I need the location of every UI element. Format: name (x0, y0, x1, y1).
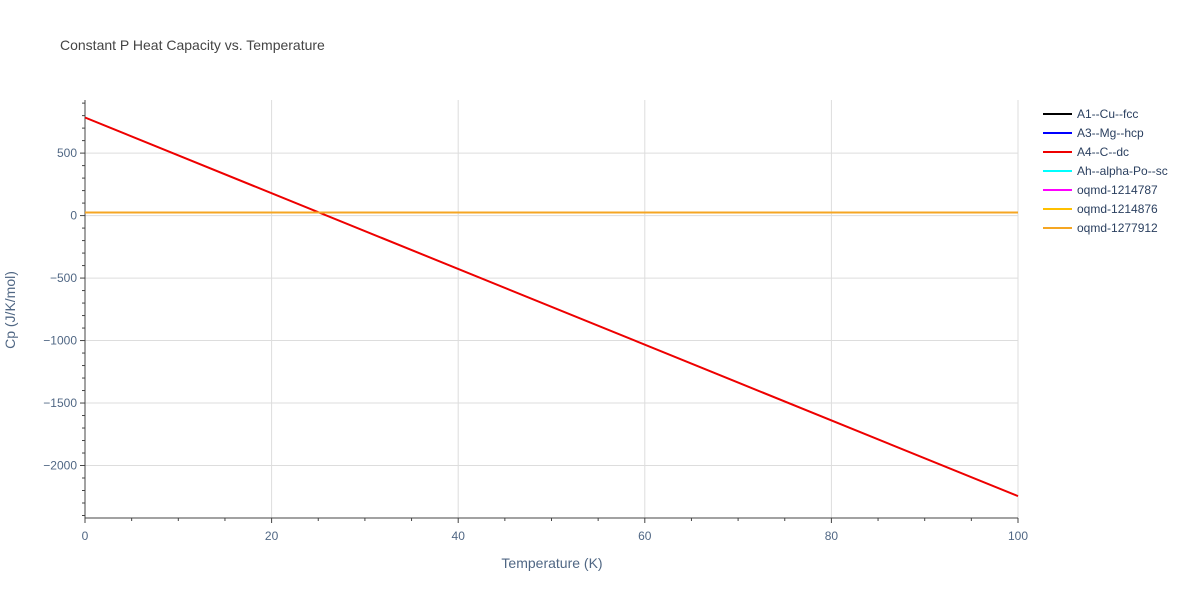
y-tick-label: −500 (50, 271, 77, 285)
legend-label: oqmd-1214876 (1077, 202, 1158, 216)
legend-label: A1--Cu--fcc (1077, 107, 1138, 121)
x-tick-label: 100 (1008, 529, 1028, 543)
legend-label: Ah--alpha-Po--sc (1077, 164, 1168, 178)
legend[interactable]: A1--Cu--fcc A3--Mg--hcp A4--C--dc Ah--alpha… (1043, 107, 1168, 235)
y-axis-title: Cp (J/K/mol) (2, 271, 18, 349)
y-tick-label: −2000 (43, 459, 77, 473)
x-tick-label: 60 (638, 529, 652, 543)
x-tick-label: 80 (825, 529, 839, 543)
series-layer (84, 116, 1019, 498)
y-tick-label: 0 (70, 209, 77, 223)
legend-item[interactable]: oqmd-1277912 (1043, 221, 1158, 235)
chart-title: Constant P Heat Capacity vs. Temperature (60, 37, 325, 53)
x-tick-label: 20 (265, 529, 279, 543)
axes-layer (80, 100, 1019, 523)
y-tick-label: 500 (57, 146, 77, 160)
legend-label: A4--C--dc (1077, 145, 1129, 159)
y-tick-label: −1500 (43, 396, 77, 410)
y-tick-label: −1000 (43, 334, 77, 348)
x-tick-label: 40 (452, 529, 466, 543)
legend-item[interactable]: A4--C--dc (1043, 145, 1129, 159)
grid-layer (85, 100, 1019, 518)
ticks-layer: 0 20 40 60 80 100 500 0 −500 −1000 −1500 −2000 (43, 146, 1028, 543)
legend-label: oqmd-1277912 (1077, 221, 1158, 235)
legend-label: A3--Mg--hcp (1077, 126, 1144, 140)
legend-item[interactable]: Ah--alpha-Po--sc (1043, 164, 1168, 178)
series-line-2 (84, 116, 1019, 498)
legend-item[interactable]: oqmd-1214876 (1043, 202, 1158, 216)
x-tick-label: 0 (82, 529, 89, 543)
legend-item[interactable]: oqmd-1214787 (1043, 183, 1158, 197)
legend-label: oqmd-1214787 (1077, 183, 1158, 197)
legend-item[interactable]: A1--Cu--fcc (1043, 107, 1138, 121)
x-axis-title: Temperature (K) (501, 555, 602, 571)
legend-item[interactable]: A3--Mg--hcp (1043, 126, 1144, 140)
